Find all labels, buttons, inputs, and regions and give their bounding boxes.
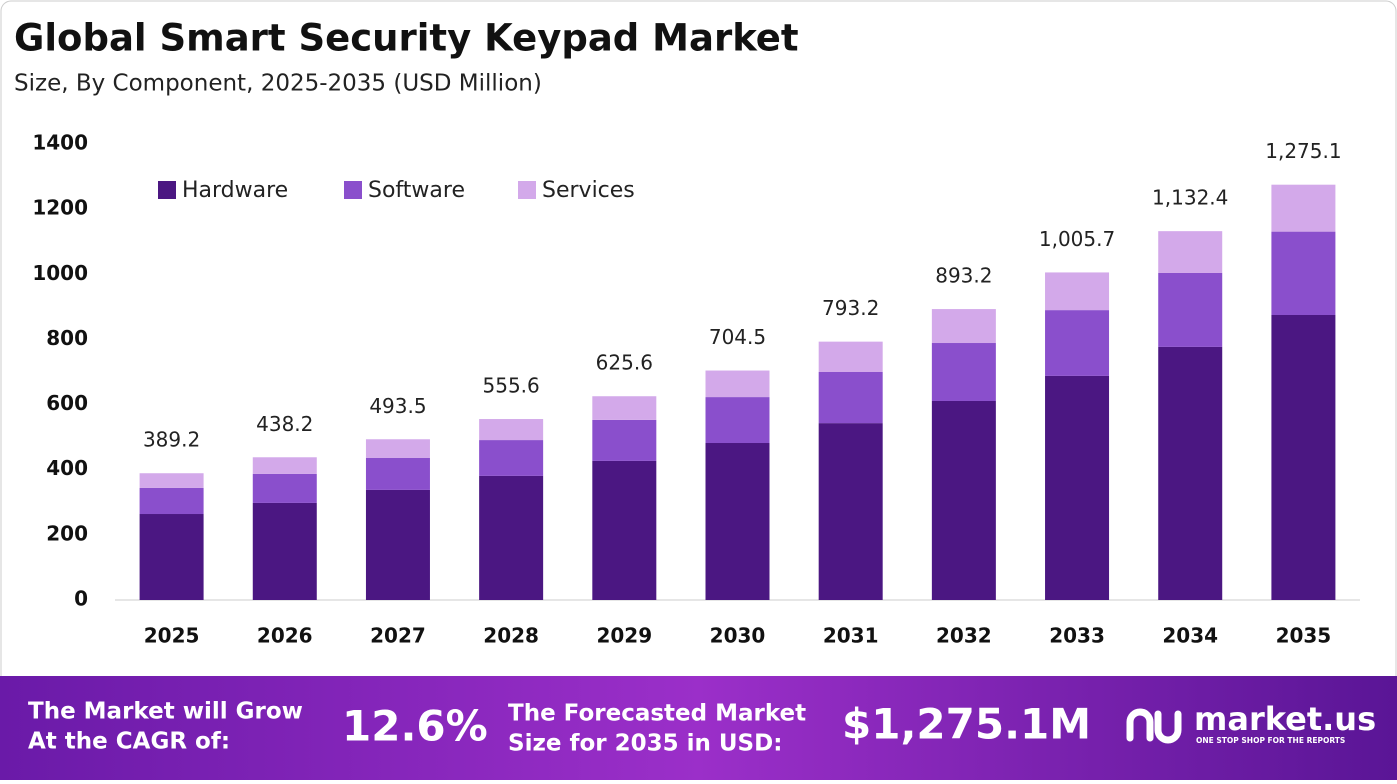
bar-segment (1271, 315, 1336, 600)
bar-segment (592, 460, 657, 600)
bar-segment (931, 343, 996, 401)
bar-segment (479, 475, 544, 600)
bar-segment (252, 502, 317, 600)
bar-segment (818, 341, 883, 372)
x-tick-label: 2028 (483, 624, 539, 648)
y-tick-label: 400 (46, 456, 88, 480)
bar-segment (592, 419, 657, 461)
bar-segment (1158, 231, 1223, 273)
bar-segment (1045, 375, 1110, 600)
bar-segment (1271, 231, 1336, 315)
bar-segment (931, 400, 996, 600)
bar-segment (252, 457, 317, 474)
bar-segment (705, 443, 770, 600)
bar-segment (365, 439, 430, 458)
y-tick-label: 600 (46, 391, 88, 415)
bar-segment (592, 396, 657, 420)
bar-segment (139, 514, 204, 600)
bar-segment (931, 309, 996, 344)
chart-title: Global Smart Security Keypad Market (14, 17, 799, 60)
x-tick-label: 2027 (370, 624, 426, 648)
bar-segment (479, 440, 544, 476)
logo-icon (1126, 708, 1182, 744)
banner-value: $1,275.1M (842, 700, 1091, 749)
y-tick-label: 200 (46, 521, 88, 545)
y-tick-label: 1200 (32, 196, 88, 220)
y-tick-label: 800 (46, 326, 88, 350)
bar-segment (705, 397, 770, 444)
bar-segment (705, 370, 770, 398)
y-tick-label: 1000 (32, 261, 88, 285)
x-tick-label: 2032 (936, 624, 992, 648)
bar-segment (1271, 184, 1336, 232)
banner-text: The Forecasted Market (508, 701, 806, 727)
banner (0, 676, 1397, 780)
bar-segment (139, 487, 204, 515)
x-tick-label: 2034 (1162, 624, 1218, 648)
legend-swatch (158, 181, 176, 199)
total-label: 389.2 (143, 428, 200, 452)
total-label: 793.2 (822, 296, 879, 320)
legend-swatch (518, 181, 536, 199)
x-tick-label: 2026 (257, 624, 313, 648)
total-label: 1,005.7 (1039, 227, 1115, 251)
x-tick-label: 2029 (596, 624, 652, 648)
total-label: 438.2 (256, 412, 313, 436)
logo-text: market.us (1194, 700, 1376, 738)
total-label: 1,275.1 (1265, 139, 1341, 163)
chart-subtitle: Size, By Component, 2025-2035 (USD Milli… (14, 71, 542, 97)
bar-segment (818, 372, 883, 424)
x-tick-label: 2025 (144, 624, 200, 648)
legend-label: Software (368, 178, 465, 203)
bar-segment (1158, 346, 1223, 600)
banner-text: The Market will Grow (28, 699, 303, 725)
legend-swatch (344, 181, 362, 199)
bar-segment (479, 419, 544, 441)
banner-value: 12.6% (342, 702, 488, 751)
bar-segment (818, 423, 883, 600)
total-label: 1,132.4 (1152, 186, 1228, 210)
legend-label: Services (542, 178, 635, 203)
total-label: 893.2 (935, 264, 992, 288)
x-tick-label: 2035 (1276, 624, 1332, 648)
bar-segment (139, 473, 204, 488)
x-tick-label: 2033 (1049, 624, 1105, 648)
bar-segment (252, 473, 317, 503)
banner-text: At the CAGR of: (28, 729, 230, 755)
x-tick-label: 2031 (823, 624, 879, 648)
bar-segment (1045, 310, 1110, 376)
y-tick-label: 0 (74, 587, 88, 611)
logo-tagline: ONE STOP SHOP FOR THE REPORTS (1196, 736, 1345, 745)
bar-segment (365, 489, 430, 600)
total-label: 493.5 (369, 394, 426, 418)
x-tick-label: 2030 (710, 624, 766, 648)
total-label: 704.5 (709, 325, 766, 349)
legend-label: Hardware (182, 178, 288, 203)
total-label: 555.6 (483, 374, 540, 398)
total-label: 625.6 (596, 351, 653, 375)
banner-text: Size for 2035 in USD: (508, 731, 782, 757)
bar-segment (1158, 272, 1223, 347)
bar-segment (1045, 272, 1110, 311)
bar-segment (365, 457, 430, 490)
y-tick-label: 1400 (32, 131, 88, 155)
